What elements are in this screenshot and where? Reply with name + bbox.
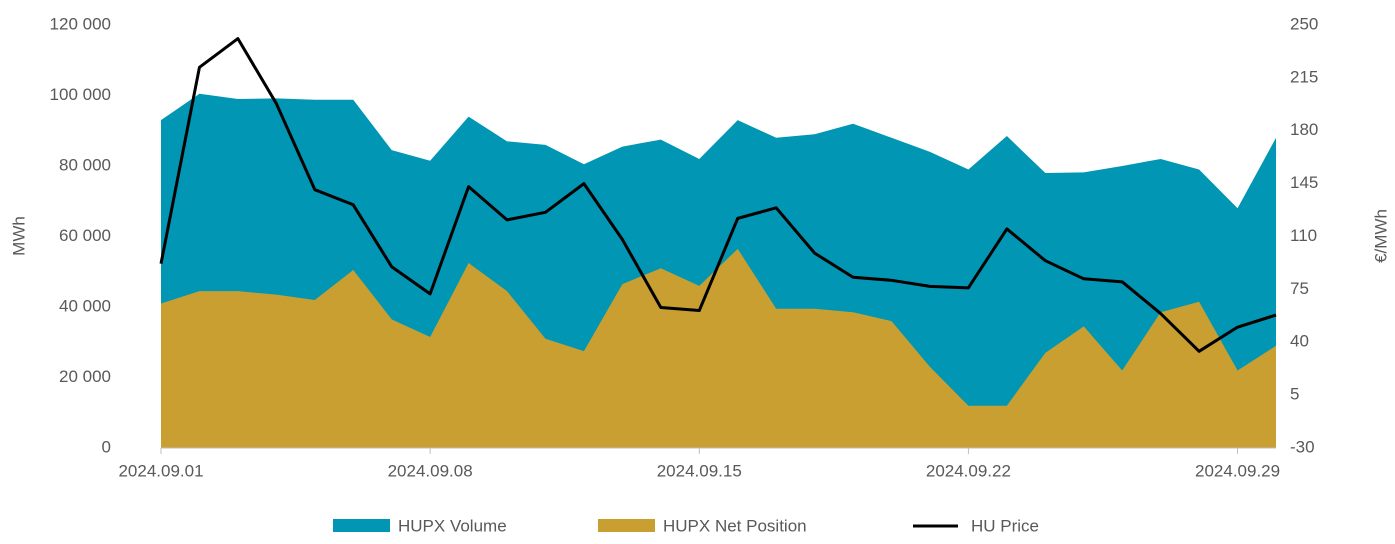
y2-tick-label: 215 [1290,67,1318,86]
legend-swatch [598,519,655,532]
y2-tick-label: 250 [1290,14,1318,33]
y-tick-label: 20 000 [59,367,111,386]
y2-tick-label: 5 [1290,385,1299,404]
area [161,248,1276,448]
legend-label: HU Price [971,516,1039,535]
x-tick-label: 2024.09.22 [926,461,1011,480]
y2-tick-label: 145 [1290,173,1318,192]
y-tick-label: 60 000 [59,226,111,245]
x-tick-label: 2024.09.29 [1195,461,1280,480]
x-tick-label: 2024.09.01 [118,461,203,480]
legend-swatch [333,519,390,532]
y2-tick-label: 40 [1290,332,1309,351]
line [159,37,1277,353]
legend-label: HUPX Net Position [663,516,807,535]
y2-tick-label: 75 [1290,279,1309,298]
y2-axis-label: €/MWh [1371,209,1390,263]
x-tick-label: 2024.09.15 [657,461,742,480]
y-tick-label: 120 000 [50,14,111,33]
y-tick-label: 100 000 [50,85,111,104]
legend-label: HUPX Volume [398,516,507,535]
y2-tick-label: 110 [1290,226,1317,245]
y2-tick-label: 180 [1290,120,1318,139]
x-tick-label: 2024.09.08 [388,461,473,480]
y-axis-label: MWh [9,216,28,256]
y-tick-label: 40 000 [59,296,111,315]
y-tick-label: 0 [102,437,111,456]
y-tick-label: 80 000 [59,155,111,174]
y2-tick-label: -30 [1290,437,1315,456]
